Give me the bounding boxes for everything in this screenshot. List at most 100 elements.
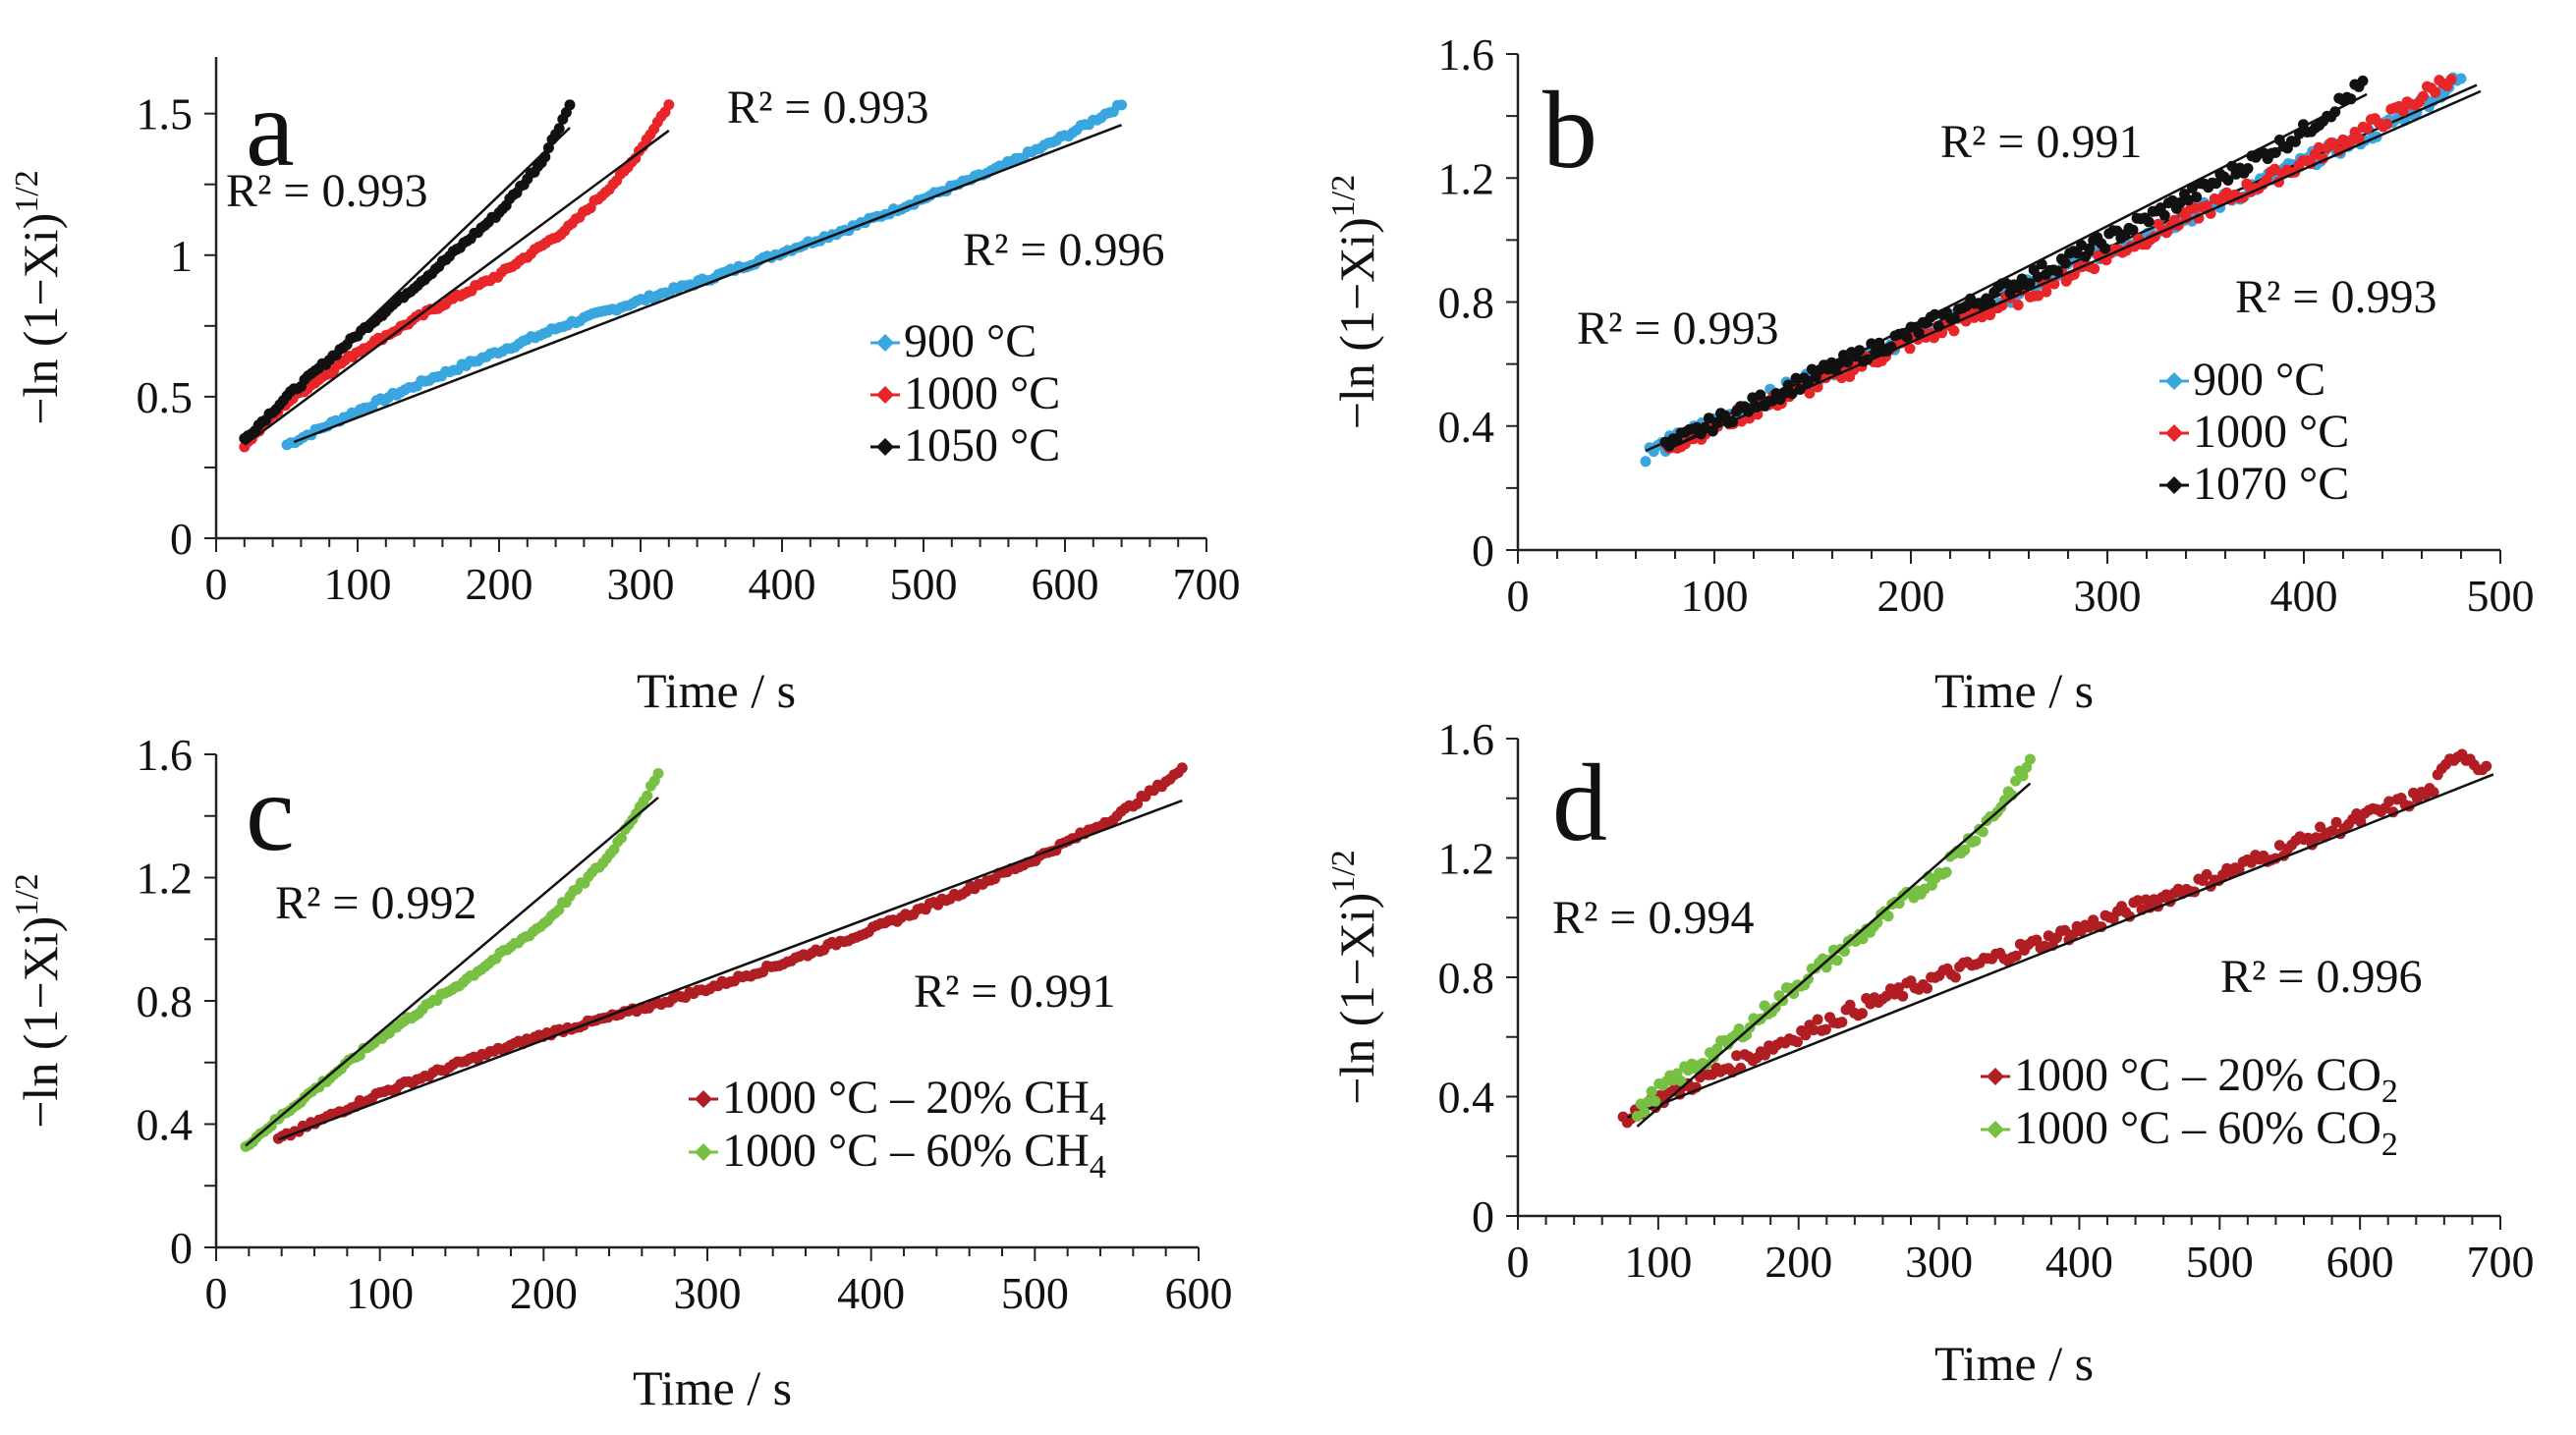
trend-line [243, 127, 571, 441]
data-point [1940, 866, 1952, 878]
trend-line [1626, 773, 2494, 1119]
data-point [2132, 895, 2144, 907]
y-tick-label: 0.8 [1438, 953, 1495, 1003]
data-point [1893, 982, 1905, 994]
panel-c: 0 100 200 300 400 500 600 0 0.4 0.8 1.2 1.6 Time / s… [9, 730, 1233, 1415]
trend-line [293, 124, 1123, 444]
legend-label-text: 1000 °C – 20% CO [2014, 1049, 2381, 1101]
data-point [1703, 413, 1714, 424]
legend-marker [1987, 1068, 2004, 1085]
data-point [2127, 224, 2139, 236]
data-point [1812, 1014, 1823, 1025]
data-point [1176, 762, 1188, 774]
x-axis-title: Time / s [633, 1360, 792, 1415]
y-tick-label: 1.5 [137, 89, 194, 139]
data-point [1808, 1024, 1820, 1036]
x-tick-label: 400 [2270, 571, 2338, 621]
x-tick-label: 400 [837, 1268, 905, 1318]
data-point [1640, 456, 1652, 468]
r-squared-label: R² = 0.996 [963, 224, 1164, 276]
x-tick-label: 0 [205, 559, 228, 609]
data-point [2033, 290, 2044, 302]
data-point [616, 832, 627, 844]
data-point [1897, 990, 1909, 1002]
x-tick-label: 0 [1507, 1237, 1530, 1287]
r-squared-label: R² = 0.991 [1940, 116, 2142, 168]
legend-label-text: 1000 °C [904, 367, 1060, 419]
x-tick-label: 600 [1032, 559, 1099, 609]
data-point [2355, 816, 2367, 828]
data-point [2315, 821, 2326, 833]
data-point [2191, 192, 2203, 203]
data-point [1904, 343, 1916, 355]
y-tick-label: 0 [1472, 1191, 1494, 1242]
y-axis-title-superscript: 1/2 [1325, 850, 1362, 892]
y-tick-label: 0.4 [137, 1100, 194, 1150]
data-point [2417, 90, 2429, 102]
x-tick-label: 600 [1165, 1268, 1233, 1318]
data-point [1857, 1008, 1868, 1020]
y-axis-title: −ln (1−Xi)1/2 [9, 873, 68, 1129]
data-point [1882, 911, 1894, 922]
legend-label-text: 1000 °C – 60% CH [722, 1125, 1090, 1177]
data-point [2481, 760, 2492, 772]
data-point [1760, 1049, 1770, 1061]
y-tick-label: 1 [170, 231, 193, 281]
panel-a: 0 100 200 300 400 500 600 700 0 0.5 1 1.5 Time / s −l… [9, 57, 1241, 718]
data-point [2143, 216, 2155, 228]
x-axis-title: Time / s [637, 663, 796, 718]
x-tick-label: 300 [607, 559, 675, 609]
r-squared-label: R² = 0.992 [275, 877, 476, 929]
data-point [2455, 73, 2467, 84]
y-axis-title-superscript: 1/2 [9, 170, 45, 212]
data-point [1885, 341, 1897, 353]
legend-label: 1000 °C – 60% CH4 [722, 1125, 1106, 1186]
data-point [1929, 332, 1939, 344]
data-point [652, 768, 664, 779]
series-1000-c [239, 99, 675, 453]
series-1000-c-60-ch4 [240, 768, 664, 1152]
data-point [1639, 1106, 1651, 1118]
legend-marker [695, 1090, 712, 1108]
data-point [1116, 99, 1128, 111]
y-axis-title: −ln (1−Xi)1/2 [1325, 850, 1384, 1105]
x-tick-label: 200 [466, 559, 533, 609]
x-tick-label: 400 [749, 559, 816, 609]
panel-label: c [246, 752, 295, 874]
legend-marker [2165, 372, 2183, 390]
data-point [1755, 389, 1766, 401]
legend-label-subscript: 4 [1090, 1149, 1106, 1186]
data-point [2021, 761, 2033, 773]
data-point [2353, 133, 2365, 144]
x-tick-label: 300 [674, 1268, 742, 1318]
data-point [1922, 982, 1932, 994]
panel-b: 0 100 200 300 400 500 0 0.4 0.8 1.2 1.6 Time / s −ln… [1325, 29, 2535, 718]
y-axis-title-superscript: 1/2 [9, 873, 45, 915]
data-point [1804, 387, 1816, 399]
data-point [2051, 265, 2063, 277]
y-tick-label: 0.4 [1438, 402, 1495, 452]
x-tick-label: 200 [510, 1268, 578, 1318]
data-point [2158, 209, 2170, 221]
series-1000-c-20-ch4 [272, 762, 1188, 1144]
x-tick-label: 300 [2074, 571, 2142, 621]
x-tick-label: 0 [205, 1268, 228, 1318]
data-point [2383, 796, 2395, 807]
series-900-c [281, 99, 1128, 451]
data-point [1959, 844, 1971, 855]
y-tick-label: 0.5 [137, 372, 194, 422]
legend-label: 1000 °C [904, 367, 1060, 419]
data-point [1800, 1029, 1812, 1041]
data-point [1831, 955, 1843, 966]
data-point [2351, 808, 2363, 819]
legend-label: 1000 °C – 20% CO2 [2014, 1049, 2398, 1110]
data-point [1650, 1095, 1661, 1107]
trend-line [277, 799, 1183, 1141]
data-point [2201, 868, 2212, 880]
legend-label: 1000 °C [2193, 406, 2349, 458]
y-tick-label: 1.6 [1438, 29, 1495, 80]
x-tick-label: 400 [2045, 1237, 2113, 1287]
y-tick-label: 0 [1472, 525, 1494, 576]
data-point [2059, 924, 2071, 936]
